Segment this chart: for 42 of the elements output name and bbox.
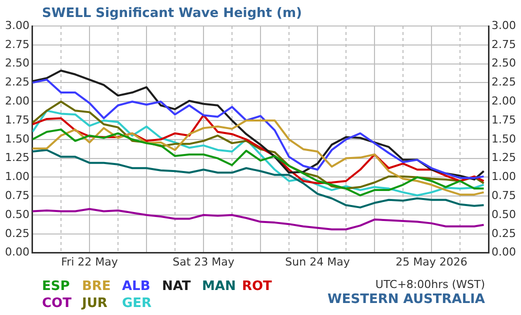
y2-tick-label: 2.75 [492,38,516,51]
y-tick-label: 0.25 [4,226,30,240]
y-tick-label: 0.00 [4,246,30,259]
text: ESP [42,279,71,296]
text: JUR [82,296,108,313]
y2-tick-label: 2.00 [492,94,516,108]
y2-tick-label: 2.25 [492,76,516,89]
y2-tick-label: 3.00 [492,18,516,32]
x-tick-label: 25 May 2026 [396,255,468,268]
text: MAN [202,279,237,296]
text: UTC+8:00hrs (WST) [374,277,485,292]
y2-tick-label: 0.50 [492,208,516,221]
y2-tick-label: 1.75 [492,113,516,126]
y2-tick-label: 1.25 [492,151,516,164]
y2-tick-label: 0.25 [492,226,516,240]
y-tick-label: 1.00 [4,170,30,184]
y-tick-label: 0.50 [4,208,30,221]
y-tick-label: 1.25 [4,151,30,164]
y2-tick-label: 1.50 [492,132,516,146]
y-tick-label: 0.75 [4,188,30,202]
text: ROT [242,279,273,296]
text: COT [42,296,72,313]
text: NAT [162,279,192,296]
x-tick-label: Sun 24 May [285,255,350,268]
y-tick-label: 3.00 [4,18,30,32]
y-tick-label: 1.50 [4,132,30,146]
y-tick-label: 2.75 [4,38,30,51]
text: ALB [122,279,152,296]
y2-tick-label: 0.75 [492,188,516,202]
chart-title: SWELL Significant Wave Height (m) [42,6,302,21]
y2-tick-label: 0.00 [492,246,516,259]
text: GER [122,296,153,313]
x-tick-label: Sat 23 May [172,255,235,268]
y-tick-label: 2.25 [4,76,30,89]
text: WESTERN AUSTRALIA [328,292,485,308]
x-tick-label: Fri 22 May [61,255,118,268]
y-tick-label: 2.50 [4,56,30,70]
y2-tick-label: 2.50 [492,56,516,70]
y2-tick-label: 1.00 [492,170,516,184]
y-tick-label: 2.00 [4,94,30,108]
text: BRE [82,279,112,296]
y-tick-label: 1.75 [4,113,30,126]
